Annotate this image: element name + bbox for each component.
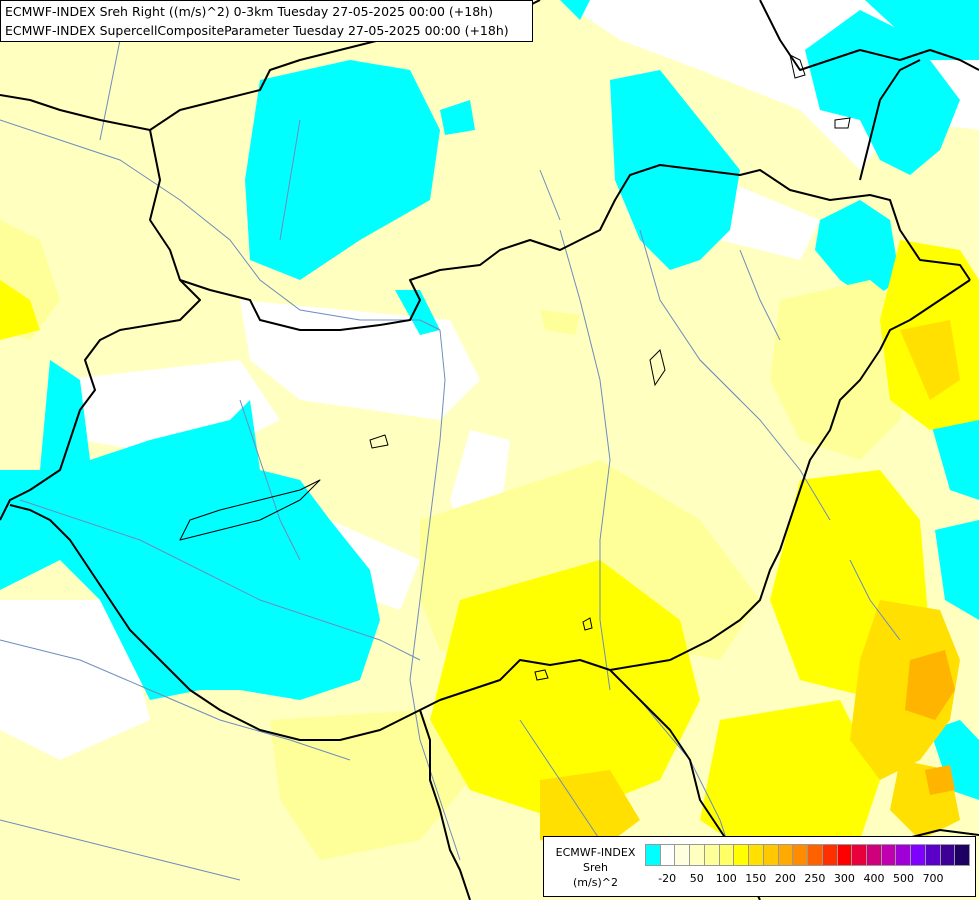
legend-tick-label: 300 bbox=[833, 872, 855, 885]
color-legend: ECMWF-INDEX Sreh (m/s)^2 -20 50 100 150 200 2… bbox=[543, 836, 976, 897]
legend-tick-label: 200 bbox=[774, 872, 796, 885]
field-cyan-areas bbox=[0, 0, 979, 800]
legend-title-unit: (m/s)^2 bbox=[573, 876, 618, 889]
legend-color-scale bbox=[645, 844, 971, 866]
legend-swatch bbox=[955, 844, 971, 866]
legend-swatch bbox=[660, 844, 676, 866]
rivers bbox=[0, 39, 901, 881]
legend-tick-label: 700 bbox=[922, 872, 944, 885]
legend-swatch bbox=[911, 844, 926, 866]
legend-swatch bbox=[940, 844, 956, 866]
legend-swatch bbox=[734, 844, 750, 866]
field-orange-areas bbox=[905, 650, 955, 795]
legend-swatch bbox=[837, 844, 853, 866]
legend-swatch bbox=[763, 844, 779, 866]
legend-swatch bbox=[925, 844, 941, 866]
legend-tick-label: 500 bbox=[893, 872, 915, 885]
legend-swatch bbox=[675, 844, 691, 866]
legend-swatch bbox=[690, 844, 705, 866]
legend-swatch bbox=[808, 844, 823, 866]
legend-swatch bbox=[704, 844, 720, 866]
legend-swatch bbox=[778, 844, 794, 866]
legend-swatch bbox=[719, 844, 735, 866]
map-title-box: ECMWF-INDEX Sreh Right ((m/s)^2) 0-3km T… bbox=[0, 0, 533, 42]
legend-title-variable: Sreh bbox=[582, 861, 608, 874]
map-title-line-1: ECMWF-INDEX Sreh Right ((m/s)^2) 0-3km T… bbox=[5, 4, 493, 19]
field-gold-areas bbox=[540, 320, 960, 850]
legend-swatch bbox=[867, 844, 882, 866]
legend-tick-label: 250 bbox=[804, 872, 826, 885]
legend-tick-label: 50 bbox=[689, 872, 704, 885]
legend-tick-label: -20 bbox=[658, 872, 677, 885]
legend-swatch bbox=[881, 844, 897, 866]
map-title-line-2: ECMWF-INDEX SupercellCompositeParameter … bbox=[5, 23, 509, 38]
legend-tick-label: 400 bbox=[863, 872, 885, 885]
legend-tick-label: 100 bbox=[715, 872, 737, 885]
legend-title-source: ECMWF-INDEX bbox=[555, 846, 636, 859]
legend-swatch bbox=[645, 844, 661, 866]
legend-swatch bbox=[896, 844, 912, 866]
legend-swatch bbox=[749, 844, 764, 866]
legend-tick-label: 150 bbox=[745, 872, 767, 885]
lakes bbox=[534, 54, 851, 681]
legend-swatch bbox=[852, 844, 868, 866]
legend-title: ECMWF-INDEX Sreh (m/s)^2 bbox=[548, 845, 643, 890]
legend-swatch bbox=[822, 844, 838, 866]
legend-tick-labels: -20 50 100 150 200 250 300 400 500 700 bbox=[645, 872, 970, 888]
legend-swatch bbox=[793, 844, 809, 866]
